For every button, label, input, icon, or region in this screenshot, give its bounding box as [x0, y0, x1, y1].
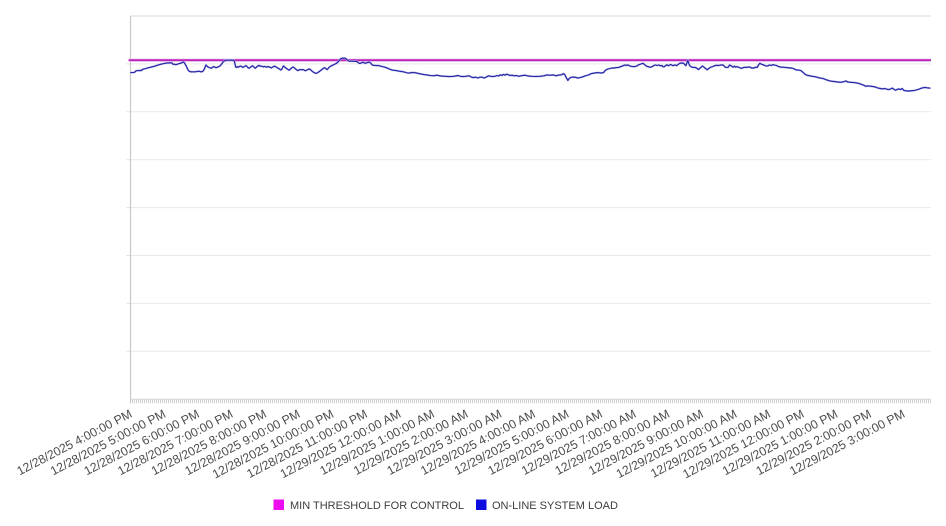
svg-text:MIN THRESHOLD FOR CONTROL: MIN THRESHOLD FOR CONTROL	[290, 500, 464, 512]
svg-text:ON-LINE SYSTEM LOAD: ON-LINE SYSTEM LOAD	[492, 500, 618, 512]
